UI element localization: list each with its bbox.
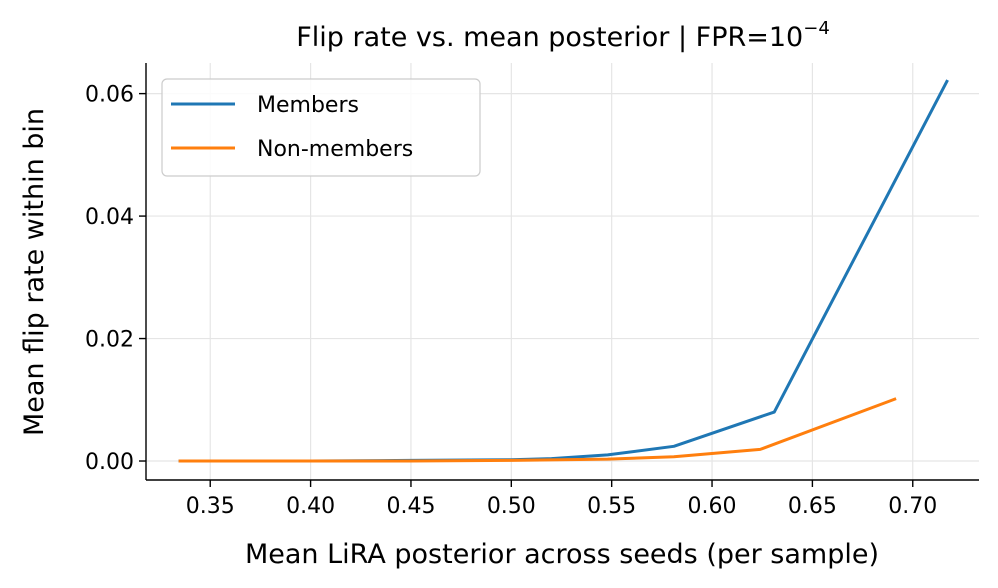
chart-title-exponent: −4 <box>803 18 830 39</box>
y-axis-label: Mean flip rate within bin <box>19 108 50 436</box>
x-tick-label: 0.65 <box>788 494 837 519</box>
x-tick-label: 0.60 <box>688 494 737 519</box>
series-line-non-members <box>178 397 897 463</box>
legend: Members Non-members <box>161 78 481 177</box>
x-tick-label: 0.45 <box>386 494 435 519</box>
x-tick-label: 0.35 <box>186 494 235 519</box>
tick-labels: 0.35 0.40 0.45 0.50 0.55 0.60 0.65 0.70 0.00 0.02… <box>85 83 937 519</box>
y-tick-label: 0.06 <box>85 83 134 108</box>
series-lines <box>178 79 949 463</box>
axes <box>139 63 979 487</box>
y-tick-label: 0.02 <box>85 328 134 353</box>
chart-title-main: Flip rate vs. mean posterior | FPR=10 <box>296 22 803 53</box>
x-axis-label: Mean LiRA posterior across seeds (per sa… <box>245 539 879 570</box>
legend-label-non-members: Non-members <box>257 137 413 162</box>
y-tick-label: 0.00 <box>85 450 134 475</box>
legend-box <box>161 78 481 177</box>
y-tick-label: 0.04 <box>85 205 134 230</box>
x-tick-label: 0.50 <box>487 494 536 519</box>
legend-label-members: Members <box>257 93 359 118</box>
x-tick-label: 0.40 <box>286 494 335 519</box>
x-tick-label: 0.55 <box>587 494 636 519</box>
chart-title: Flip rate vs. mean posterior | FPR=10−4 <box>296 18 830 53</box>
x-tick-label: 0.70 <box>888 494 937 519</box>
